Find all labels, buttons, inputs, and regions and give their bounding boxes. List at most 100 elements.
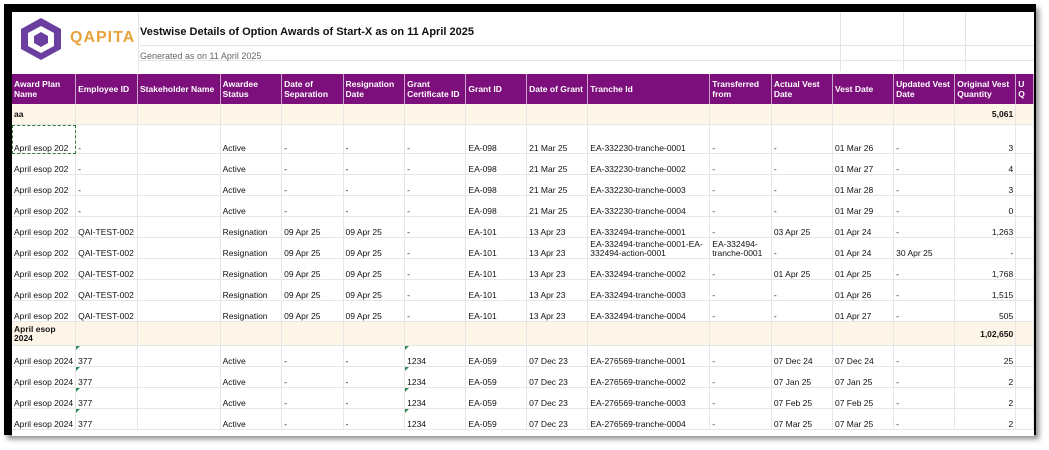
- column-header[interactable]: Date of Grant: [526, 74, 589, 104]
- table-cell[interactable]: -: [281, 345, 344, 367]
- table-cell[interactable]: Active: [220, 153, 283, 175]
- table-cell[interactable]: -: [404, 279, 467, 301]
- table-cell[interactable]: 07 Dec 23: [526, 387, 589, 409]
- table-cell[interactable]: 21 Mar 25: [526, 195, 589, 217]
- table-cell[interactable]: [1015, 345, 1034, 367]
- table-cell[interactable]: EA-332494-tranche-0001-EA-332494-action-…: [587, 237, 711, 259]
- table-cell[interactable]: -: [893, 124, 956, 154]
- table-cell[interactable]: -: [893, 387, 956, 409]
- table-cell[interactable]: April esop 2024: [12, 345, 77, 367]
- table-cell[interactable]: EA-098: [465, 124, 528, 154]
- table-cell[interactable]: [1015, 408, 1034, 430]
- table-cell[interactable]: April esop 202: [12, 279, 77, 301]
- table-cell[interactable]: -: [893, 408, 956, 430]
- table-cell[interactable]: -: [281, 195, 344, 217]
- table-cell[interactable]: 07 Feb 25: [832, 387, 895, 409]
- table-cell[interactable]: -: [404, 258, 467, 280]
- table-cell[interactable]: -: [893, 279, 956, 301]
- table-cell[interactable]: -: [404, 195, 467, 217]
- table-cell[interactable]: EA-276569-tranche-0002: [587, 366, 711, 388]
- table-cell[interactable]: -: [893, 174, 956, 196]
- table-cell[interactable]: -: [75, 195, 139, 217]
- table-cell[interactable]: 09 Apr 25: [281, 216, 344, 238]
- table-cell[interactable]: EA-059: [465, 387, 528, 409]
- table-cell[interactable]: April esop 202: [12, 216, 77, 238]
- column-header[interactable]: Grant ID: [465, 74, 528, 104]
- table-cell[interactable]: 1234: [404, 345, 467, 367]
- table-cell[interactable]: -: [343, 174, 406, 196]
- table-cell[interactable]: Active: [220, 345, 283, 367]
- table-cell[interactable]: 01 Apr 25: [832, 258, 895, 280]
- table-cell[interactable]: -: [709, 216, 772, 238]
- table-cell[interactable]: -: [281, 366, 344, 388]
- table-cell[interactable]: [1015, 279, 1034, 301]
- table-cell[interactable]: [137, 216, 221, 238]
- table-cell[interactable]: 01 Mar 26: [832, 124, 895, 154]
- table-cell[interactable]: Active: [220, 408, 283, 430]
- table-cell[interactable]: 01 Mar 28: [832, 174, 895, 196]
- table-cell[interactable]: -: [954, 237, 1017, 259]
- table-cell[interactable]: 07 Feb 25: [771, 387, 833, 409]
- table-cell[interactable]: Resignation: [220, 216, 283, 238]
- column-header[interactable]: U Q: [1015, 74, 1034, 104]
- table-cell[interactable]: EA-332230-tranche-0004: [587, 195, 711, 217]
- table-cell[interactable]: 07 Jan 25: [832, 366, 895, 388]
- table-cell[interactable]: -: [893, 195, 956, 217]
- table-cell[interactable]: 01 Apr 24: [832, 216, 895, 238]
- table-cell[interactable]: EA-098: [465, 153, 528, 175]
- table-cell[interactable]: QAI-TEST-002: [75, 258, 139, 280]
- table-cell[interactable]: EA-101: [465, 300, 528, 322]
- table-cell[interactable]: April esop 2024: [12, 408, 77, 430]
- table-cell[interactable]: -: [893, 216, 956, 238]
- table-cell[interactable]: EA-332230-tranche-0002: [587, 153, 711, 175]
- table-cell[interactable]: [1015, 237, 1034, 259]
- table-cell[interactable]: [1015, 124, 1034, 154]
- table-cell[interactable]: -: [404, 174, 467, 196]
- table-cell[interactable]: EA-101: [465, 279, 528, 301]
- table-cell[interactable]: -: [281, 174, 344, 196]
- table-cell[interactable]: 01 Apr 24: [832, 237, 895, 259]
- table-cell[interactable]: 13 Apr 23: [526, 279, 589, 301]
- table-cell[interactable]: April esop 202: [12, 153, 77, 175]
- table-cell[interactable]: 09 Apr 25: [343, 300, 406, 322]
- table-cell[interactable]: -: [709, 258, 772, 280]
- table-cell[interactable]: Resignation: [220, 300, 283, 322]
- table-cell[interactable]: -: [404, 216, 467, 238]
- table-cell[interactable]: EA-098: [465, 195, 528, 217]
- table-cell[interactable]: EA-098: [465, 174, 528, 196]
- table-cell[interactable]: [137, 279, 221, 301]
- table-cell[interactable]: April esop 202: [12, 195, 77, 217]
- table-cell[interactable]: 07 Dec 23: [526, 408, 589, 430]
- table-cell[interactable]: 21 Mar 25: [526, 124, 589, 154]
- table-cell[interactable]: 01 Apr 25: [771, 258, 833, 280]
- table-cell[interactable]: 07 Dec 23: [526, 366, 589, 388]
- table-cell[interactable]: -: [404, 153, 467, 175]
- table-cell[interactable]: 07 Dec 24: [832, 345, 895, 367]
- table-cell[interactable]: 01 Mar 29: [832, 195, 895, 217]
- table-cell[interactable]: EA-332494-tranche-0004: [587, 300, 711, 322]
- table-cell[interactable]: EA-276569-tranche-0001: [587, 345, 711, 367]
- table-cell[interactable]: EA-059: [465, 366, 528, 388]
- column-header[interactable]: Actual Vest Date: [771, 74, 833, 104]
- table-cell[interactable]: 09 Apr 25: [343, 279, 406, 301]
- table-cell[interactable]: -: [709, 408, 772, 430]
- table-cell[interactable]: 13 Apr 23: [526, 237, 589, 259]
- table-cell[interactable]: 01 Apr 26: [832, 279, 895, 301]
- table-cell[interactable]: -: [709, 195, 772, 217]
- table-cell[interactable]: [137, 195, 221, 217]
- table-cell[interactable]: 1234: [404, 387, 467, 409]
- column-header[interactable]: Tranche Id: [587, 74, 711, 104]
- table-cell[interactable]: -: [771, 124, 833, 154]
- table-cell[interactable]: 377: [75, 408, 139, 430]
- column-header[interactable]: Award Plan Name: [12, 74, 77, 104]
- table-cell[interactable]: 09 Apr 25: [281, 279, 344, 301]
- column-header[interactable]: Transferred from: [709, 74, 772, 104]
- table-cell[interactable]: Resignation: [220, 258, 283, 280]
- table-cell[interactable]: -: [771, 153, 833, 175]
- table-cell[interactable]: 09 Apr 25: [281, 300, 344, 322]
- table-cell[interactable]: 30 Apr 25: [893, 237, 956, 259]
- table-cell[interactable]: Resignation: [220, 237, 283, 259]
- table-cell[interactable]: 1234: [404, 408, 467, 430]
- table-cell[interactable]: [1015, 153, 1034, 175]
- table-cell[interactable]: EA-101: [465, 216, 528, 238]
